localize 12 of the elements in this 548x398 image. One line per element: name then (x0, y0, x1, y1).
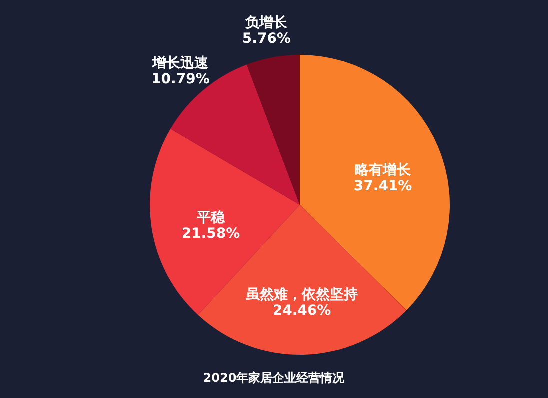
text: 2020年家居企业经营情况 (203, 371, 346, 385)
slice-label: 增长迅速 (152, 56, 210, 72)
data-label: 24.46% (272, 302, 332, 319)
slice-label: 虽然难，依然坚持 (245, 286, 358, 303)
pie-slice (246, 55, 300, 205)
slice-label: 平稳 (196, 210, 226, 226)
slice-label: 略有增长 (355, 162, 412, 178)
data-label: 21.58% (182, 226, 240, 242)
slice-label: 负增长 (244, 15, 289, 32)
data-label: 10.79% (152, 72, 210, 88)
data-label: 5.76% (242, 31, 291, 48)
data-label: 37.41% (354, 178, 412, 194)
